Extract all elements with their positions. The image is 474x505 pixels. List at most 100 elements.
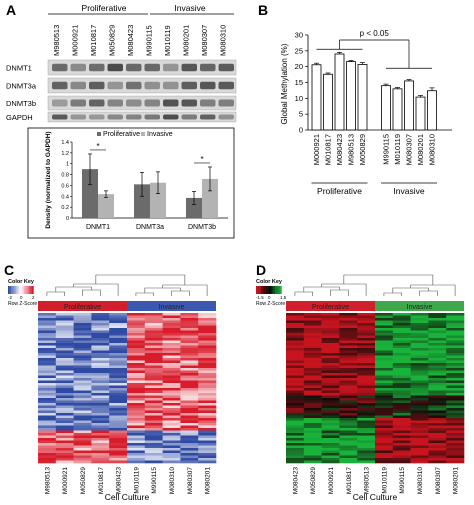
- panel-c-heatmap-cell: [198, 353, 217, 356]
- methylation-bar: [346, 61, 356, 131]
- panel-d-heatmap-cell: [446, 430, 465, 434]
- panel-c-heatmap-cell: [38, 353, 57, 356]
- panel-d-heatmap-cell: [286, 395, 305, 399]
- panel-d-color-key-cell: [264, 286, 266, 294]
- sample-label: M050829: [108, 25, 117, 56]
- panel-c-heatmap-cell: [180, 418, 199, 421]
- panel-c-heatmap-cell: [144, 320, 163, 324]
- panel-d-heatmap-cell: [321, 450, 340, 454]
- panel-c-heatmap-cell: [162, 428, 181, 431]
- panel-c-heatmap-cell: [144, 450, 163, 454]
- panel-c-heatmap-cell: [144, 375, 163, 379]
- panel-c-heatmap-cell: [109, 340, 128, 344]
- panel-d-heatmap-cell: [286, 455, 305, 459]
- panel-c-heatmap-cell: [91, 428, 110, 431]
- blot-band: [52, 81, 68, 90]
- panel-d-heatmap-cell: [410, 405, 429, 409]
- panel-c-heatmap-cell: [144, 460, 163, 464]
- panel-c-heatmap-cell: [109, 400, 128, 404]
- panel-d-heatmap-cell: [446, 313, 465, 316]
- panel-c-heatmap-cell: [73, 333, 92, 336]
- panel-d-color-key-cell: [273, 286, 276, 294]
- blot-band: [70, 114, 86, 120]
- panel-d-heatmap-cell: [392, 410, 411, 414]
- panel-d-heatmap-cell: [392, 413, 411, 416]
- panel-c-heatmap-cell: [91, 435, 110, 439]
- panel-c-heatmap-cell: [91, 368, 110, 371]
- panel-d-heatmap-cell: [375, 430, 394, 434]
- panel-c-heatmap-cell: [38, 408, 57, 411]
- panel-c-heatmap-cell: [162, 330, 181, 334]
- panel-c-heatmap-cell: [73, 385, 92, 389]
- panel-c-heatmap-cell: [198, 460, 217, 464]
- panel-c-heatmap-cell: [91, 328, 110, 331]
- panel-c-heatmap-cell: [162, 453, 181, 456]
- panel-d-heatmap-cell: [446, 395, 465, 399]
- panel-c-heatmap-cell: [55, 443, 74, 446]
- panel-c-heatmap-cell: [38, 430, 57, 434]
- panel-c-heatmap-cell: [73, 363, 92, 366]
- panel-d-heatmap-cell: [392, 370, 411, 374]
- panel-c-heatmap-cell: [127, 333, 146, 336]
- panel-d-heatmap-cell: [321, 318, 340, 321]
- panel-c-color-key-cell: [32, 286, 34, 294]
- panel-c-heatmap-cell: [198, 453, 217, 456]
- panel-d-heatmap-cell: [446, 355, 465, 359]
- panel-c-heatmap-cell: [91, 453, 110, 456]
- panel-d-heatmap-cell: [446, 333, 465, 336]
- panel-d-heatmap-cell: [428, 318, 447, 321]
- panel-c-heatmap-cell: [91, 445, 110, 449]
- panel-c-heatmap-cell: [38, 378, 57, 381]
- panel-d-heatmap-cell: [357, 385, 376, 389]
- panel-d-heatmap-cell: [321, 445, 340, 449]
- panel-d-heatmap-cell: [375, 365, 394, 369]
- panel-c-heatmap-cell: [198, 330, 217, 334]
- panel-d-heatmap-cell: [357, 320, 376, 324]
- panel-d-heatmap-cell: [410, 335, 429, 339]
- panel-d-heatmap-cell: [410, 385, 429, 389]
- panel-c-heatmap-cell: [162, 413, 181, 416]
- panel-d-heatmap-cell: [321, 373, 340, 376]
- panel-c-heatmap-cell: [38, 388, 57, 391]
- panel-d-heatmap-cell: [410, 355, 429, 359]
- panel-c-heatmap-cell: [38, 425, 57, 429]
- methylation-bar: [323, 73, 333, 131]
- panel-d-heatmap-cell: [375, 375, 394, 379]
- panel-c-heatmap-cell: [144, 365, 163, 369]
- panel-d-heatmap-cell: [410, 365, 429, 369]
- panel-c-heatmap-cell: [162, 345, 181, 349]
- panel-c-heatmap-cell: [73, 390, 92, 394]
- panel-d-heatmap-cell: [339, 393, 358, 396]
- panel-c-heatmap-cell: [55, 395, 74, 399]
- panel-d-heatmap-cell: [339, 373, 358, 376]
- inset-category-label: DNMT3b: [188, 224, 216, 231]
- panel-c-heatmap-cell: [91, 403, 110, 406]
- blot-band: [163, 81, 179, 90]
- panel-c-heatmap-cell: [73, 358, 92, 361]
- panel-c-heatmap-cell: [144, 343, 163, 346]
- panel-d-heatmap-cell: [392, 338, 411, 341]
- inset-y-tick-label: 0.6: [61, 183, 69, 189]
- panel-d-heatmap-cell: [339, 383, 358, 386]
- panel-d-heatmap-cell: [339, 390, 358, 394]
- panel-d-heatmap-cell: [286, 378, 305, 381]
- panel-d-heatmap-cell: [446, 330, 465, 334]
- panel-c-heatmap-cell: [109, 440, 128, 444]
- panel-c-heatmap-cell: [180, 363, 199, 366]
- panel-c-heatmap-cell: [162, 405, 181, 409]
- panel-c-heatmap-cell: [73, 413, 92, 416]
- panel-c-heatmap-cell: [127, 345, 146, 349]
- blot-band: [107, 63, 123, 72]
- panel-d-heatmap-cell: [321, 315, 340, 319]
- blot-band: [200, 63, 216, 72]
- panel-d-heatmap-cell: [392, 365, 411, 369]
- panel-d-heatmap-cell: [321, 448, 340, 451]
- panel-c-heatmap-cell: [109, 398, 128, 401]
- panel-c-heatmap-cell: [127, 375, 146, 379]
- panel-d-heatmap-cell: [303, 440, 322, 444]
- panel-d-column-label: M990115: [399, 467, 406, 494]
- panel-c-heatmap-cell: [38, 368, 57, 371]
- panel-c-heatmap-cell: [109, 410, 128, 414]
- panel-c-heatmap-cell: [198, 320, 217, 324]
- panel-d-heatmap-cell: [392, 415, 411, 419]
